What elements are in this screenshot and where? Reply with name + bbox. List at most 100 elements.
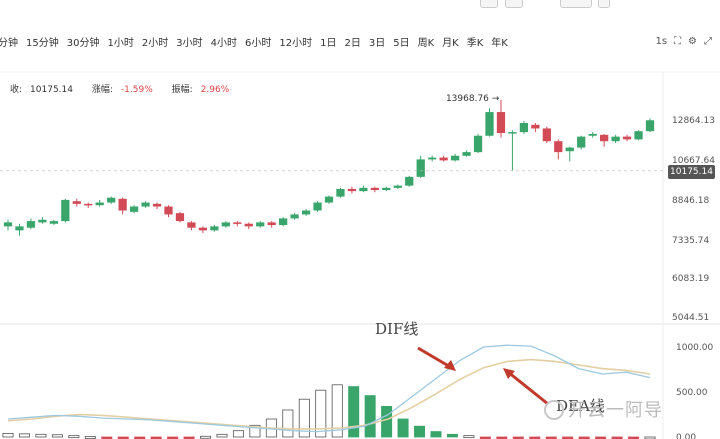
window-top-bar <box>0 0 720 26</box>
dea-annotation: DEA线 <box>556 397 605 415</box>
window-dropdown[interactable] <box>560 0 592 8</box>
period-tab[interactable]: 1小时 <box>107 38 134 49</box>
macd-histogram-bar <box>150 436 162 439</box>
candle-body <box>416 159 425 177</box>
macd-histogram-bar <box>463 435 475 439</box>
candle-body <box>531 124 540 129</box>
amplitude-value: 2.96% <box>200 85 230 95</box>
candlestick-chart[interactable]: 12864.13 10667.64 8846.18 7335.74 6083.19 504… <box>0 60 720 439</box>
macd-histogram-bar <box>364 395 376 438</box>
period-tab[interactable]: 3日 <box>368 38 386 49</box>
price-tick-label: 10667.64 <box>672 156 715 166</box>
fullscreen-icon[interactable]: ⤢ <box>704 36 712 47</box>
macd-histogram-bar <box>479 436 491 439</box>
interval-label[interactable]: 1s <box>655 36 668 47</box>
candle-body <box>301 210 311 215</box>
macd-histogram-bar <box>117 436 129 439</box>
candle-body <box>187 222 196 228</box>
macd-histogram-bar <box>51 434 63 438</box>
candle-body <box>221 222 230 227</box>
candle-body <box>164 206 173 215</box>
macd-histogram-bar <box>595 436 607 439</box>
price-tick-label: 12864.13 <box>672 116 715 126</box>
candle-body <box>519 122 529 133</box>
close-label: 收: <box>10 85 23 95</box>
expand-icon[interactable]: ⛶ <box>674 36 682 47</box>
macd-histogram-bar <box>249 424 261 438</box>
candle-body <box>336 188 345 197</box>
dea-arrow-shaft <box>507 370 549 406</box>
candle-body <box>107 197 116 203</box>
period-tab[interactable]: 15分钟 <box>26 38 59 49</box>
macd-histogram-bar <box>578 436 590 439</box>
macd-histogram-bar <box>84 436 96 439</box>
candle-body <box>290 214 299 219</box>
period-tab[interactable]: 3小时 <box>176 38 203 49</box>
candle-body <box>439 157 448 161</box>
dif-arrow-shaft <box>417 346 453 370</box>
macd-tick-label: 1000.00 <box>676 343 713 353</box>
candle-body <box>645 120 655 132</box>
amplitude-label: 振幅: <box>171 85 193 95</box>
macd-histogram-bar <box>545 436 557 439</box>
macd-histogram-bar <box>414 425 426 438</box>
price-tick-label: 6083.19 <box>672 274 709 284</box>
watermark: 开云一阿导 <box>568 400 663 421</box>
candle-body <box>267 222 276 226</box>
period-tab[interactable]: 2日 <box>344 38 361 49</box>
candle-body <box>405 176 414 186</box>
dif-arrow-head <box>444 360 456 371</box>
macd-histogram-bar <box>496 436 508 439</box>
period-tab[interactable]: 5日 <box>393 38 410 49</box>
period-tab[interactable]: 年K <box>491 38 508 49</box>
macd-histogram-bar <box>512 436 524 439</box>
candle-body <box>577 136 586 148</box>
macd-histogram-bar <box>611 436 623 439</box>
candle-body <box>508 132 517 134</box>
candle-body <box>244 223 253 227</box>
window-icon-1[interactable] <box>480 0 498 8</box>
candle-body <box>49 221 58 224</box>
candle-body <box>279 218 288 226</box>
period-tab[interactable]: 30分钟 <box>66 38 100 49</box>
macd-histogram-bar <box>200 435 212 439</box>
candle-body <box>198 227 208 231</box>
candle-body <box>634 131 643 140</box>
macd-histogram-bar <box>348 386 360 438</box>
period-tab[interactable]: 2小时 <box>141 38 169 49</box>
candle-body <box>450 155 460 161</box>
candle-body <box>622 136 632 140</box>
period-selector: 分钟 15分钟 30分钟 1小时 2小时 3小时 4小时 6小时 12小时 1日 2日 3日 5日 周K 月… <box>0 34 508 54</box>
period-tab[interactable]: 1日 <box>320 38 337 49</box>
period-tab[interactable]: 4小时 <box>210 38 237 49</box>
window-icon-2[interactable] <box>505 0 523 8</box>
dif-annotation: DIF线 <box>375 320 419 338</box>
candle-body <box>485 112 494 136</box>
period-tab[interactable]: 月K <box>442 38 459 49</box>
candle-body <box>359 187 368 192</box>
macd-histogram-bar <box>381 405 393 438</box>
macd-histogram-bar <box>232 430 244 438</box>
price-tick-label: 5044.51 <box>672 313 709 323</box>
dea-line <box>7 358 651 430</box>
macd-histogram-bar <box>446 433 458 438</box>
period-tab[interactable]: 周K <box>417 38 435 49</box>
candle-body <box>542 128 551 142</box>
candle-body <box>462 152 471 156</box>
candle-body <box>84 203 93 206</box>
candle-body <box>554 141 563 153</box>
candle-body <box>3 222 13 227</box>
macd-histogram-bar <box>35 433 47 438</box>
settings-icon[interactable]: ⚙ <box>688 36 697 47</box>
price-info: 收: 10175.14 涨幅: -1.59% 振幅: 2.96% <box>10 82 245 95</box>
candle-body <box>95 202 104 206</box>
period-tab[interactable]: 12小时 <box>279 38 313 49</box>
period-tab[interactable]: 分钟 <box>0 38 18 49</box>
macd-histogram-bar <box>562 436 574 439</box>
period-tab[interactable]: 6小时 <box>244 38 272 49</box>
candle-body <box>347 188 357 192</box>
window-icon-3[interactable] <box>598 0 610 8</box>
macd-histogram-bar <box>331 384 343 438</box>
candle-body <box>141 202 150 207</box>
period-tab[interactable]: 季K <box>466 38 484 49</box>
